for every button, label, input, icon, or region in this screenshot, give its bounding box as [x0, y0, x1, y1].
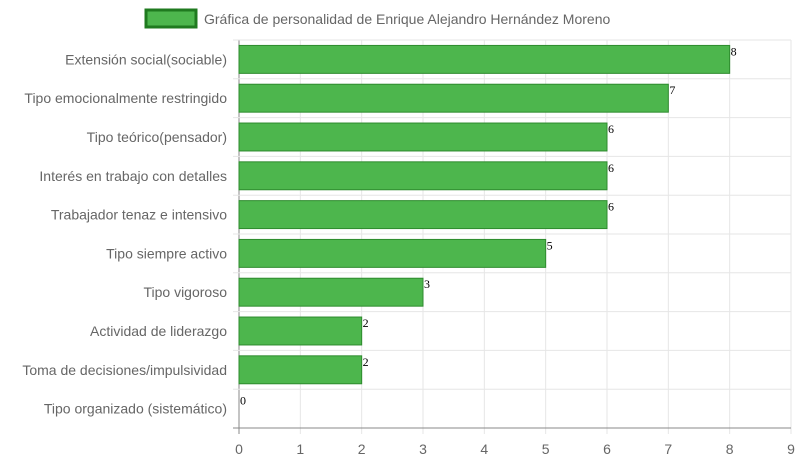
legend-label[interactable]: Gráfica de personalidad de Enrique Aleja…: [204, 11, 610, 27]
x-axis-ticks: 0 1 2 3 4 5 6 7 8 9: [235, 441, 795, 457]
x-tick-label: 1: [296, 441, 304, 457]
x-tick-label: 4: [480, 441, 488, 457]
bar: [238, 316, 363, 346]
x-tick-label: 3: [419, 441, 427, 457]
category-label: Actividad de liderazgo: [90, 323, 227, 339]
category-label: Tipo vigoroso: [143, 284, 227, 300]
legend-swatch[interactable]: [144, 8, 198, 29]
x-tick-label: 8: [726, 441, 734, 457]
x-tick-label: 5: [542, 441, 550, 457]
category-labels: Extensión social(sociable) Tipo emocional…: [22, 51, 227, 416]
x-tick-label: 7: [664, 441, 672, 457]
bar: [238, 161, 608, 191]
bar: [238, 122, 608, 152]
bar: [238, 83, 669, 113]
data-label: 6: [608, 200, 614, 214]
category-label: Tipo organizado (sistemático): [44, 401, 227, 417]
x-tick-label: 2: [358, 441, 366, 457]
data-label: 6: [608, 161, 614, 175]
bar: [238, 200, 608, 230]
data-labels: 8 7 6 6 6 5 3 2 2 0: [240, 44, 737, 407]
x-tick-label: 6: [603, 441, 611, 457]
category-label: Trabajador tenaz e intensivo: [51, 207, 227, 223]
bar: [238, 355, 363, 385]
x-tick-label: 9: [787, 441, 795, 457]
data-label: 2: [363, 316, 369, 330]
category-label: Extensión social(sociable): [65, 51, 227, 67]
category-label: Tipo siempre activo: [106, 245, 227, 261]
category-label: Toma de decisiones/impulsividad: [22, 362, 227, 378]
bars: [238, 44, 731, 385]
data-label: 6: [608, 122, 614, 136]
data-label: 2: [363, 355, 369, 369]
bar: [238, 277, 424, 307]
data-label: 7: [669, 83, 675, 97]
category-label: Interés en trabajo con detalles: [39, 168, 227, 184]
bar: [238, 238, 547, 268]
data-label: 3: [424, 277, 430, 291]
category-label: Tipo emocionalmente restringido: [24, 90, 227, 106]
bar: [238, 44, 731, 74]
data-label: 8: [731, 44, 737, 58]
chart-legend[interactable]: Gráfica de personalidad de Enrique Aleja…: [144, 8, 610, 29]
data-label: 0: [240, 394, 246, 408]
x-tick-label: 0: [235, 441, 243, 457]
category-label: Tipo teórico(pensador): [87, 129, 227, 145]
data-label: 5: [547, 238, 553, 252]
